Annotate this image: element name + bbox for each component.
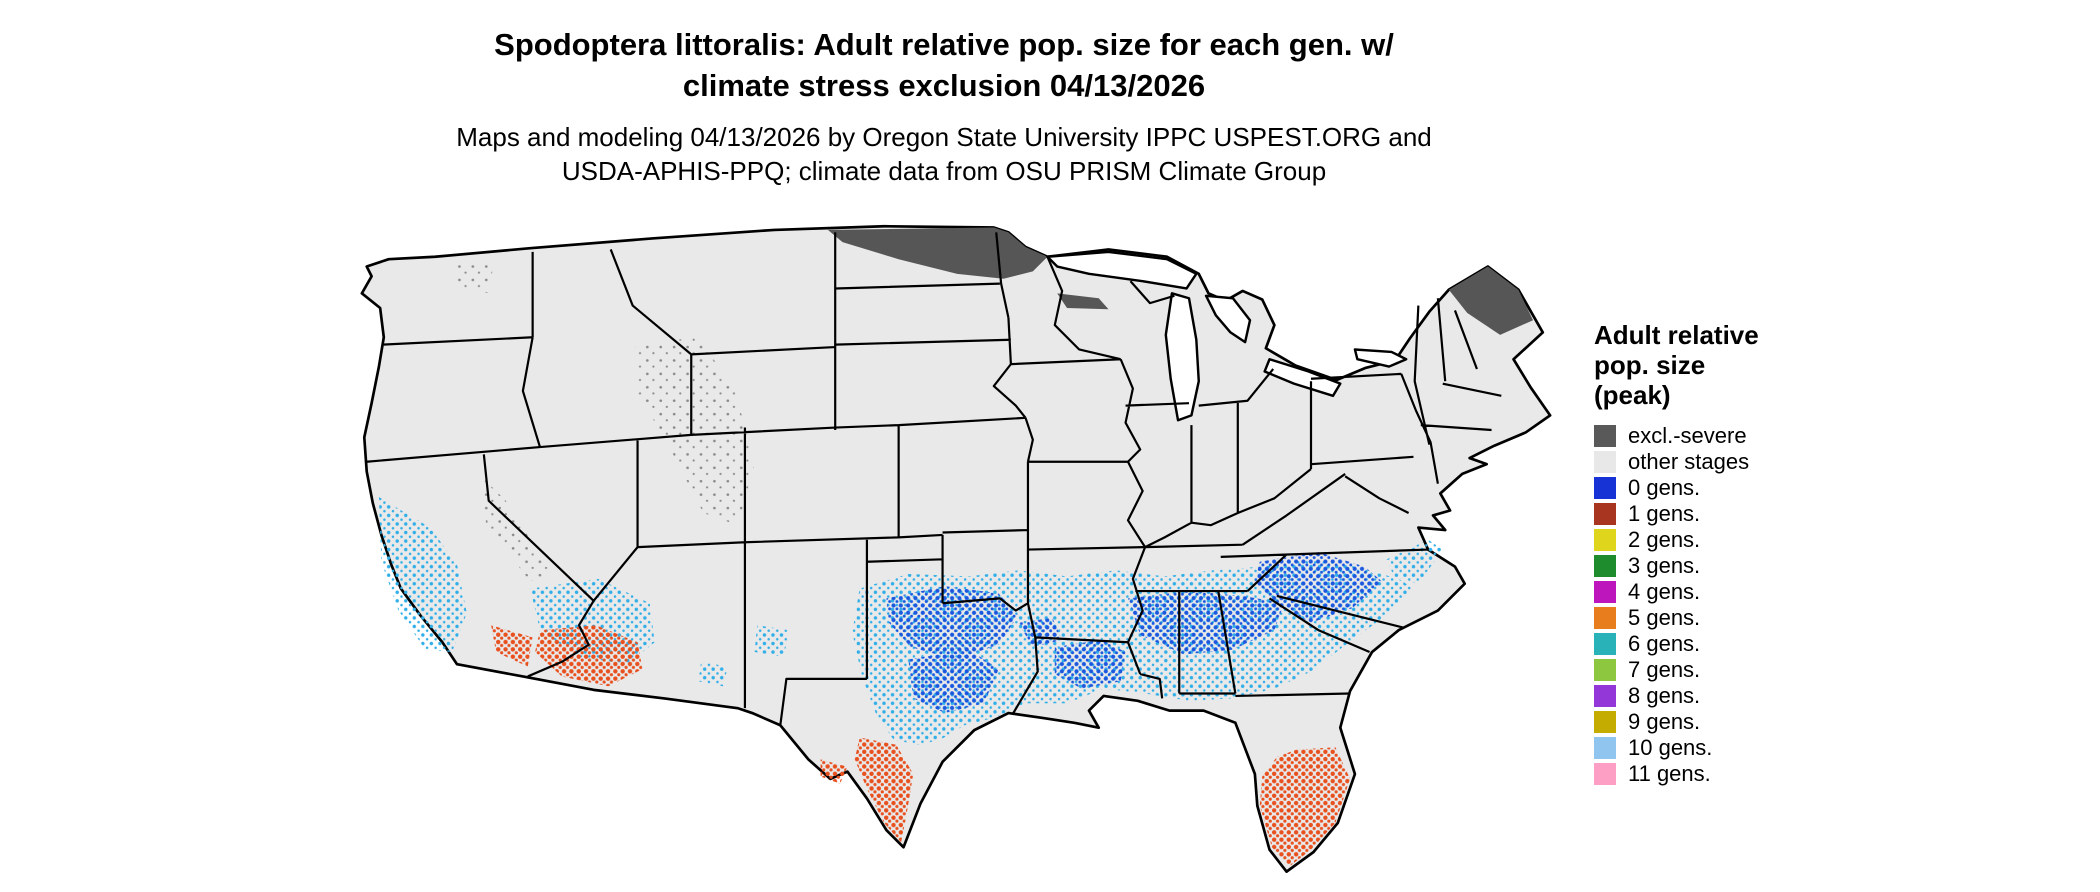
overlay-region bbox=[378, 497, 467, 653]
legend-swatch bbox=[1594, 581, 1616, 603]
legend-item: 4 gens. bbox=[1594, 579, 1894, 605]
figure-subtitle: Maps and modeling 04/13/2026 by Oregon S… bbox=[456, 122, 1432, 186]
legend-item: excl.-severe bbox=[1594, 423, 1894, 449]
lake-superior bbox=[1046, 250, 1198, 290]
overlay-region bbox=[635, 337, 755, 526]
legend-title: Adult relative pop. size (peak) bbox=[1594, 320, 1759, 410]
legend-item: 2 gens. bbox=[1594, 527, 1894, 553]
legend-swatch bbox=[1594, 763, 1616, 785]
legend-item: other stages bbox=[1594, 449, 1894, 475]
severe-region-maine bbox=[1448, 266, 1534, 335]
severe-exclusion-overlay bbox=[827, 227, 1534, 335]
great-lakes bbox=[1046, 250, 1408, 422]
legend-item-label: 4 gens. bbox=[1628, 579, 1701, 604]
overlay-region bbox=[1259, 747, 1351, 867]
legend-swatch bbox=[1594, 633, 1616, 655]
lake-michigan bbox=[1164, 292, 1200, 422]
legend-item-label: 6 gens. bbox=[1628, 631, 1701, 656]
legend-item-label: 0 gens. bbox=[1628, 475, 1701, 500]
legend-item-label: 3 gens. bbox=[1628, 553, 1701, 578]
lake-huron bbox=[1204, 294, 1252, 344]
overlay-region bbox=[908, 649, 999, 714]
overlay-region bbox=[1254, 552, 1382, 623]
overlay-region bbox=[820, 759, 848, 784]
legend-item: 7 gens. bbox=[1594, 657, 1894, 683]
us-map-svg bbox=[360, 224, 1552, 873]
legend-item: 1 gens. bbox=[1594, 501, 1894, 527]
legend-swatch bbox=[1594, 451, 1616, 473]
overlay-region bbox=[886, 586, 1019, 660]
overlay-region bbox=[1054, 639, 1126, 689]
legend-item: 11 gens. bbox=[1594, 761, 1894, 787]
lake-ontario bbox=[1353, 348, 1408, 368]
legend-item: 10 gens. bbox=[1594, 735, 1894, 761]
overlay-region bbox=[854, 737, 914, 843]
lake-erie bbox=[1263, 358, 1342, 398]
legend-item: 9 gens. bbox=[1594, 709, 1894, 735]
overlay-region bbox=[491, 625, 533, 667]
legend-item-label: 8 gens. bbox=[1628, 683, 1701, 708]
figure-title: Spodoptera littoralis: Adult relative po… bbox=[494, 27, 1394, 103]
legend-item: 8 gens. bbox=[1594, 683, 1894, 709]
overlay-region bbox=[457, 259, 494, 294]
legend-swatch bbox=[1594, 607, 1616, 629]
overlay-region bbox=[1386, 539, 1443, 584]
overlay-region bbox=[1128, 591, 1285, 655]
legend-item-label: excl.-severe bbox=[1628, 423, 1747, 448]
generation-overlay-orange bbox=[491, 625, 1351, 867]
overlay-region bbox=[754, 625, 789, 657]
legend-item-label: 9 gens. bbox=[1628, 709, 1701, 734]
us-map bbox=[335, 222, 1555, 884]
legend-item-label: other stages bbox=[1628, 449, 1750, 474]
legend-swatch bbox=[1594, 685, 1616, 707]
legend-item: 6 gens. bbox=[1594, 631, 1894, 657]
legend-swatch bbox=[1594, 659, 1616, 681]
severe-region-minnesota bbox=[827, 227, 1048, 279]
legend-swatch bbox=[1594, 737, 1616, 759]
legend-swatch bbox=[1594, 711, 1616, 733]
legend-item-label: 10 gens. bbox=[1628, 735, 1713, 760]
legend-item: 5 gens. bbox=[1594, 605, 1894, 631]
legend-item: 3 gens. bbox=[1594, 553, 1894, 579]
overlay-region bbox=[698, 661, 728, 687]
legend-item-label: 7 gens. bbox=[1628, 657, 1701, 682]
legend-swatch bbox=[1594, 555, 1616, 577]
legend-item-label: 5 gens. bbox=[1628, 605, 1701, 630]
legend: Adult relative pop. size (peak) excl.-se… bbox=[1594, 320, 1894, 787]
overlay-region bbox=[535, 625, 643, 687]
legend-item: 0 gens. bbox=[1594, 475, 1894, 501]
legend-swatch bbox=[1594, 529, 1616, 551]
legend-item-label: 2 gens. bbox=[1628, 527, 1701, 552]
severe-region-wisconsin bbox=[1057, 293, 1109, 310]
legend-swatch bbox=[1594, 477, 1616, 499]
legend-swatch bbox=[1594, 503, 1616, 525]
legend-items: excl.-severe other stages 0 gens. 1 gens… bbox=[1594, 423, 1894, 787]
overlay-region bbox=[1018, 617, 1063, 648]
generation-overlay-dark-blue bbox=[886, 552, 1382, 714]
legend-item-label: 1 gens. bbox=[1628, 501, 1701, 526]
state-borders bbox=[366, 232, 1502, 726]
legend-item-label: 11 gens. bbox=[1628, 761, 1711, 786]
legend-swatch bbox=[1594, 425, 1616, 447]
